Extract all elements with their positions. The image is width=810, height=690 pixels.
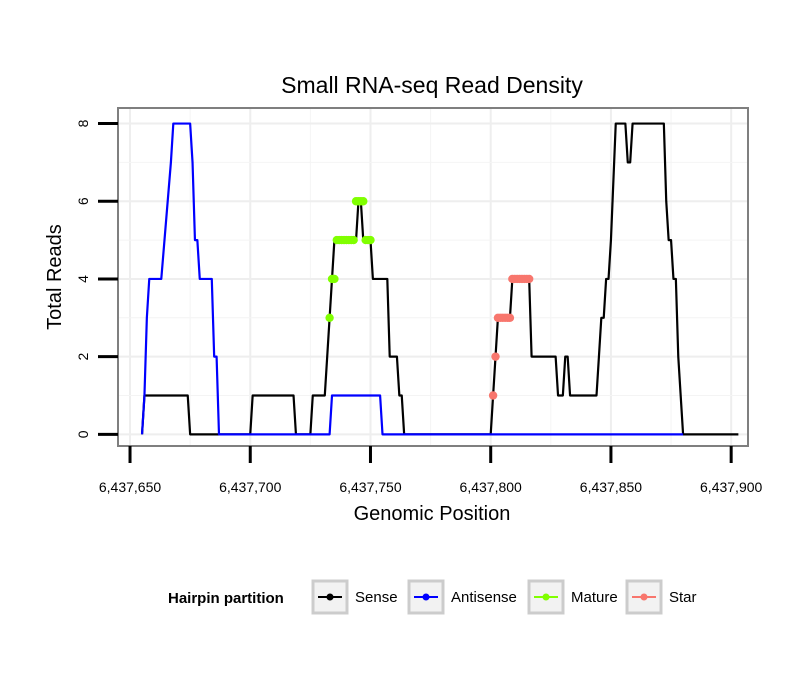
star-point xyxy=(524,274,534,284)
x-tick-label: 6,437,700 xyxy=(219,479,281,495)
y-tick-label: 4 xyxy=(75,275,91,283)
x-tick-label: 6,437,650 xyxy=(99,479,161,495)
y-axis-label: Total Reads xyxy=(44,224,66,330)
y-tick-label: 6 xyxy=(75,197,91,205)
star-point xyxy=(488,391,498,400)
legend-key-point-mature xyxy=(542,593,550,601)
legend-label-star: Star xyxy=(669,589,697,606)
legend-label-antisense: Antisense xyxy=(451,589,517,606)
plot-background xyxy=(118,108,748,446)
legend-key-point-antisense xyxy=(422,593,430,601)
x-tick-label: 6,437,750 xyxy=(339,479,401,495)
legend-items: Sense Antisense Mature Star xyxy=(311,579,697,615)
legend-label-sense: Sense xyxy=(355,589,398,606)
legend-key-point-star xyxy=(640,593,648,601)
mature-point xyxy=(330,274,339,284)
x-tick-label: 6,437,850 xyxy=(580,479,642,495)
y-tick-label: 8 xyxy=(75,119,91,127)
antisense-line xyxy=(140,122,684,436)
y-tick-label: 0 xyxy=(75,430,91,438)
x-axis-label: Genomic Position xyxy=(354,503,511,525)
x-tick-label: 6,437,800 xyxy=(460,479,522,495)
y-tick-label: 2 xyxy=(75,353,91,361)
legend: Hairpin partition Sense Antisense Mature St… xyxy=(168,579,697,615)
legend-title: Hairpin partition xyxy=(168,590,284,607)
chart-title: Small RNA-seq Read Density xyxy=(281,72,583,98)
axes: 6,437,650 6,437,700 6,437,750 6,437,800 6,43… xyxy=(75,119,763,495)
legend-key-point-sense xyxy=(326,593,334,601)
mature-point xyxy=(325,313,334,322)
mature-point xyxy=(359,197,368,206)
legend-label-mature: Mature xyxy=(571,589,618,606)
series-layer xyxy=(140,122,739,436)
star-point xyxy=(505,313,515,322)
plot-panel xyxy=(117,107,749,447)
plot-border xyxy=(117,107,749,447)
star-point xyxy=(491,352,500,361)
x-tick-label: 6,437,900 xyxy=(700,479,762,495)
mature-point xyxy=(349,235,358,245)
mature-point xyxy=(366,235,375,245)
